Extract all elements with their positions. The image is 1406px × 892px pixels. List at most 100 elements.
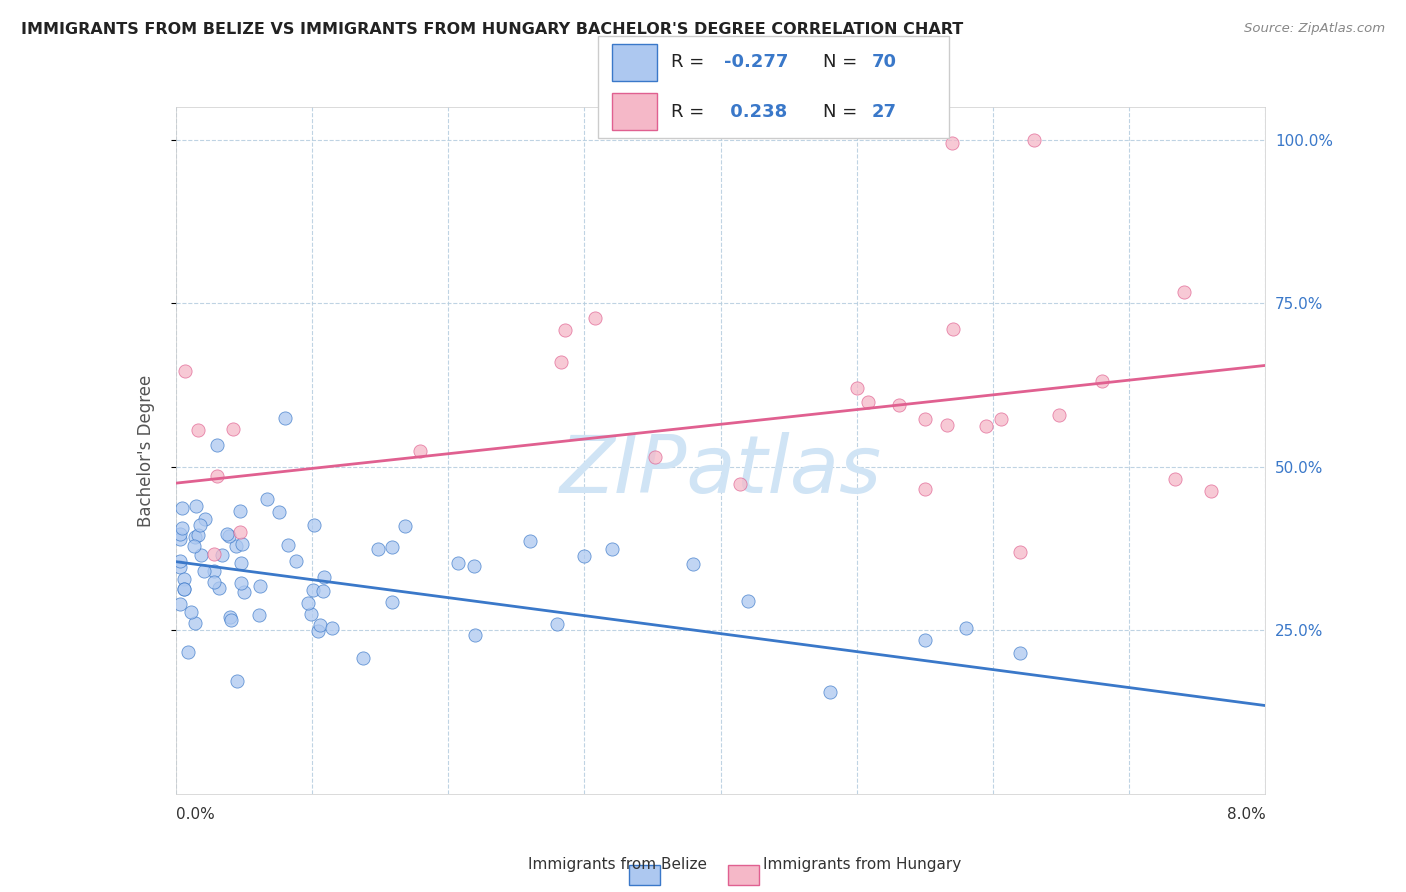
Point: [180, 605, 202, 619]
Point: [274, 410, 297, 425]
Point: [229, 524, 252, 539]
Text: R =: R =: [672, 103, 710, 120]
Point: [1164, 472, 1187, 486]
Point: [256, 491, 278, 506]
Point: [955, 621, 977, 635]
Point: [205, 438, 228, 452]
Point: [172, 501, 194, 516]
Point: [302, 518, 325, 533]
Point: [173, 364, 195, 378]
Point: [231, 556, 253, 570]
Point: [284, 554, 307, 568]
Point: [381, 595, 404, 609]
Text: 70: 70: [872, 54, 897, 71]
Point: [519, 533, 541, 548]
Point: [644, 450, 666, 464]
Point: [211, 548, 233, 562]
Text: R =: R =: [672, 54, 710, 71]
Point: [818, 684, 841, 698]
Point: [188, 517, 211, 532]
Point: [574, 549, 596, 563]
Point: [299, 607, 322, 622]
Point: [267, 505, 290, 519]
Text: 0.238: 0.238: [724, 103, 787, 120]
Point: [394, 519, 416, 533]
Point: [225, 673, 247, 688]
Text: Immigrants from Belize: Immigrants from Belize: [527, 857, 706, 872]
Point: [169, 527, 191, 541]
Text: ZIPatlas: ZIPatlas: [560, 432, 882, 510]
Point: [936, 417, 959, 432]
Point: [730, 476, 752, 491]
Point: [215, 527, 238, 541]
Point: [1091, 374, 1114, 388]
Point: [321, 622, 343, 636]
Point: [219, 609, 242, 624]
Point: [302, 583, 325, 598]
Point: [218, 529, 240, 543]
Text: 0.0%: 0.0%: [176, 807, 215, 822]
Text: IMMIGRANTS FROM BELIZE VS IMMIGRANTS FROM HUNGARY BACHELOR'S DEGREE CORRELATION : IMMIGRANTS FROM BELIZE VS IMMIGRANTS FRO…: [21, 22, 963, 37]
Point: [204, 575, 226, 590]
Point: [193, 564, 215, 578]
Point: [177, 645, 200, 659]
Text: Immigrants from Hungary: Immigrants from Hungary: [762, 857, 962, 872]
Point: [942, 322, 965, 336]
Point: [914, 482, 936, 496]
Point: [554, 323, 576, 337]
Point: [169, 532, 191, 546]
Point: [550, 355, 572, 369]
Point: [173, 582, 195, 596]
Point: [447, 557, 470, 571]
Text: 27: 27: [872, 103, 897, 120]
Point: [887, 398, 910, 412]
Point: [308, 617, 330, 632]
Point: [184, 616, 207, 631]
Text: N =: N =: [823, 54, 862, 71]
Point: [352, 650, 374, 665]
Point: [941, 136, 963, 150]
Point: [232, 584, 254, 599]
Point: [231, 537, 253, 551]
Point: [204, 564, 226, 578]
Point: [856, 395, 879, 409]
Point: [222, 422, 245, 436]
Text: 8.0%: 8.0%: [1226, 807, 1265, 822]
Point: [194, 512, 217, 526]
Point: [367, 541, 389, 556]
Point: [409, 443, 432, 458]
Point: [173, 572, 195, 586]
Point: [183, 539, 205, 553]
Point: [914, 411, 936, 425]
Point: [187, 527, 209, 541]
Point: [228, 504, 250, 518]
FancyBboxPatch shape: [612, 44, 657, 81]
Point: [229, 575, 252, 590]
Point: [600, 542, 623, 557]
Point: [249, 579, 271, 593]
Point: [221, 613, 243, 627]
Text: -0.277: -0.277: [724, 54, 789, 71]
Point: [845, 380, 868, 394]
Point: [682, 558, 704, 572]
Point: [225, 539, 247, 553]
Point: [583, 311, 606, 326]
FancyBboxPatch shape: [598, 36, 949, 138]
Point: [314, 570, 336, 584]
Point: [169, 560, 191, 574]
Point: [737, 594, 759, 608]
Point: [172, 521, 194, 535]
Y-axis label: Bachelor's Degree: Bachelor's Degree: [136, 375, 155, 526]
Point: [312, 583, 335, 598]
Point: [208, 581, 231, 595]
FancyBboxPatch shape: [612, 93, 657, 130]
Point: [187, 423, 209, 437]
Point: [990, 411, 1012, 425]
Point: [297, 596, 319, 610]
Point: [307, 624, 329, 639]
Point: [1010, 646, 1032, 660]
Point: [202, 547, 225, 561]
Point: [247, 608, 270, 623]
Point: [381, 541, 404, 555]
Point: [546, 617, 568, 632]
